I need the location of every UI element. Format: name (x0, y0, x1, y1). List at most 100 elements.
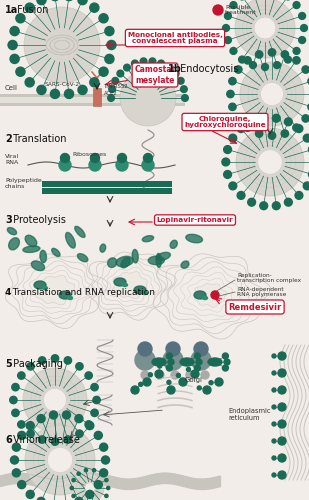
Circle shape (16, 67, 25, 76)
Circle shape (77, 472, 80, 476)
Circle shape (230, 48, 237, 54)
Circle shape (301, 24, 307, 32)
Ellipse shape (59, 291, 71, 299)
Circle shape (8, 40, 17, 50)
Text: Virion release: Virion release (10, 435, 80, 445)
Circle shape (278, 352, 286, 360)
Circle shape (227, 90, 234, 98)
Circle shape (64, 436, 72, 443)
Circle shape (177, 78, 184, 84)
Circle shape (278, 386, 286, 394)
Circle shape (26, 490, 34, 498)
Circle shape (105, 26, 114, 36)
Circle shape (272, 456, 276, 460)
Circle shape (191, 350, 211, 370)
Ellipse shape (156, 252, 170, 260)
Ellipse shape (142, 236, 154, 242)
Circle shape (235, 115, 242, 122)
Circle shape (281, 130, 289, 137)
Circle shape (244, 56, 251, 64)
Circle shape (237, 124, 245, 132)
Circle shape (105, 54, 114, 64)
Circle shape (91, 409, 98, 416)
Text: Proteolysis: Proteolysis (10, 215, 66, 225)
Circle shape (12, 384, 19, 391)
Circle shape (308, 170, 309, 178)
Circle shape (281, 51, 289, 58)
Circle shape (101, 456, 109, 464)
Ellipse shape (122, 284, 128, 286)
Ellipse shape (116, 256, 133, 266)
Circle shape (37, 498, 45, 500)
Circle shape (171, 371, 179, 379)
Circle shape (298, 36, 306, 44)
Circle shape (172, 70, 179, 77)
Ellipse shape (181, 261, 189, 268)
Circle shape (249, 62, 256, 68)
Circle shape (235, 0, 295, 58)
Circle shape (93, 396, 100, 404)
Circle shape (51, 354, 59, 362)
Circle shape (244, 124, 251, 132)
Circle shape (222, 158, 230, 166)
Circle shape (99, 67, 108, 76)
Circle shape (85, 372, 92, 379)
Circle shape (258, 150, 282, 174)
Text: chains: chains (5, 184, 25, 189)
Circle shape (166, 342, 180, 356)
Ellipse shape (9, 238, 19, 250)
Circle shape (176, 374, 180, 378)
Circle shape (237, 192, 245, 200)
Circle shape (235, 66, 242, 73)
Circle shape (24, 7, 100, 83)
Text: Translation and RNA replication: Translation and RNA replication (10, 288, 154, 297)
Circle shape (194, 353, 201, 359)
Circle shape (248, 198, 256, 206)
Circle shape (26, 422, 34, 430)
Circle shape (108, 94, 114, 102)
Circle shape (107, 486, 110, 490)
Circle shape (303, 134, 309, 142)
Circle shape (78, 86, 87, 94)
Circle shape (278, 471, 286, 479)
Text: 2: 2 (5, 134, 12, 144)
Circle shape (44, 389, 66, 411)
Circle shape (138, 342, 152, 356)
Circle shape (49, 411, 57, 419)
Circle shape (272, 114, 280, 122)
Circle shape (86, 490, 94, 498)
Circle shape (166, 64, 172, 71)
Circle shape (72, 494, 75, 498)
Circle shape (94, 480, 102, 488)
Circle shape (278, 454, 286, 462)
Circle shape (117, 70, 124, 77)
Circle shape (158, 60, 164, 67)
Circle shape (180, 86, 187, 92)
Circle shape (272, 473, 276, 477)
Circle shape (167, 380, 171, 384)
Circle shape (99, 469, 108, 477)
Ellipse shape (108, 258, 117, 268)
Circle shape (76, 362, 83, 370)
Ellipse shape (34, 281, 46, 289)
Circle shape (117, 154, 126, 162)
Circle shape (85, 483, 95, 493)
Circle shape (25, 425, 95, 495)
Ellipse shape (202, 296, 208, 300)
Circle shape (70, 486, 74, 490)
Circle shape (213, 5, 223, 15)
Text: Replication-
transcription complex: Replication- transcription complex (237, 272, 301, 283)
Ellipse shape (134, 286, 146, 294)
Circle shape (308, 146, 309, 154)
Circle shape (272, 405, 276, 409)
Circle shape (149, 58, 156, 64)
Text: TMPRSS2: TMPRSS2 (104, 84, 129, 89)
Circle shape (298, 12, 306, 20)
Ellipse shape (66, 232, 75, 248)
Circle shape (78, 0, 87, 4)
Circle shape (27, 430, 34, 438)
Polygon shape (113, 272, 147, 298)
Circle shape (268, 48, 276, 56)
Ellipse shape (114, 278, 126, 286)
Circle shape (308, 103, 309, 110)
